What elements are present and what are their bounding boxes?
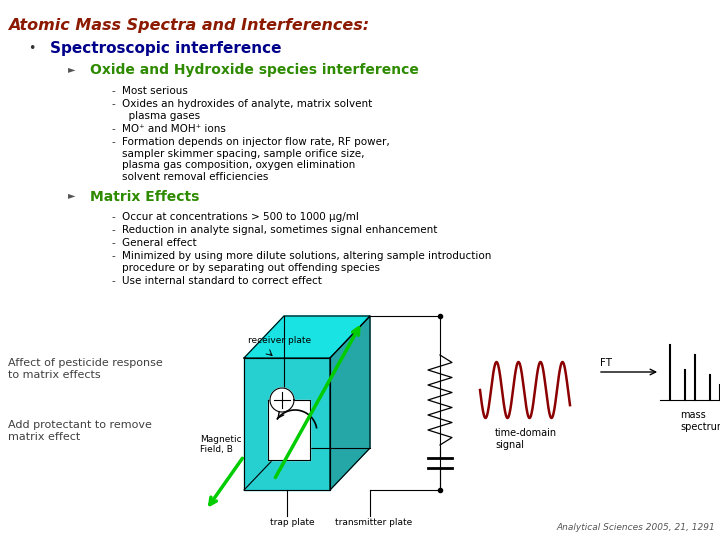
Text: receiver plate: receiver plate	[248, 336, 311, 345]
Text: -: -	[112, 99, 116, 109]
Text: Formation depends on injector flow rate, RF power,
sampler skimmer spacing, samp: Formation depends on injector flow rate,…	[122, 137, 390, 182]
Text: Add protectant to remove
matrix effect: Add protectant to remove matrix effect	[8, 420, 152, 442]
Text: Minimized by using more dilute solutions, altering sample introduction
procedure: Minimized by using more dilute solutions…	[122, 251, 491, 273]
Text: -: -	[112, 276, 116, 286]
Polygon shape	[244, 358, 330, 490]
Text: Reduction in analyte signal, sometimes signal enhancement: Reduction in analyte signal, sometimes s…	[122, 225, 437, 235]
Polygon shape	[244, 316, 370, 358]
Text: Atomic Mass Spectra and Interferences:: Atomic Mass Spectra and Interferences:	[8, 18, 369, 33]
Text: -: -	[112, 251, 116, 261]
Text: -: -	[112, 238, 116, 248]
Text: Oxides an hydroxides of analyte, matrix solvent
  plasma gases: Oxides an hydroxides of analyte, matrix …	[122, 99, 372, 120]
Text: mass
spectrum: mass spectrum	[680, 410, 720, 431]
Text: MO⁺ and MOH⁺ ions: MO⁺ and MOH⁺ ions	[122, 124, 226, 134]
Text: Most serious: Most serious	[122, 86, 188, 96]
Text: time-domain
signal: time-domain signal	[495, 428, 557, 450]
Polygon shape	[330, 316, 370, 490]
Polygon shape	[270, 388, 294, 412]
Text: transmitter plate: transmitter plate	[335, 518, 413, 527]
Text: Affect of pesticide response
to matrix effects: Affect of pesticide response to matrix e…	[8, 358, 163, 380]
Text: -: -	[112, 225, 116, 235]
Text: Magnetic
Field, B: Magnetic Field, B	[200, 435, 242, 454]
Text: Analytical Sciences 2005, 21, 1291: Analytical Sciences 2005, 21, 1291	[557, 523, 715, 532]
Text: ►: ►	[68, 64, 76, 74]
Text: -: -	[112, 212, 116, 222]
Text: Oxide and Hydroxide species interference: Oxide and Hydroxide species interference	[90, 63, 419, 77]
Text: •: •	[28, 42, 35, 55]
Text: trap plate: trap plate	[270, 518, 315, 527]
Polygon shape	[268, 400, 310, 460]
Text: Use internal standard to correct effect: Use internal standard to correct effect	[122, 276, 322, 286]
Text: Spectroscopic interference: Spectroscopic interference	[50, 41, 282, 56]
Text: Occur at concentrations > 500 to 1000 μg/ml: Occur at concentrations > 500 to 1000 μg…	[122, 212, 359, 222]
Text: -: -	[112, 86, 116, 96]
Text: -: -	[112, 124, 116, 134]
Text: FT: FT	[600, 358, 612, 368]
Text: -: -	[112, 137, 116, 147]
Text: Matrix Effects: Matrix Effects	[90, 190, 199, 204]
Text: ►: ►	[68, 190, 76, 200]
Text: General effect: General effect	[122, 238, 197, 248]
